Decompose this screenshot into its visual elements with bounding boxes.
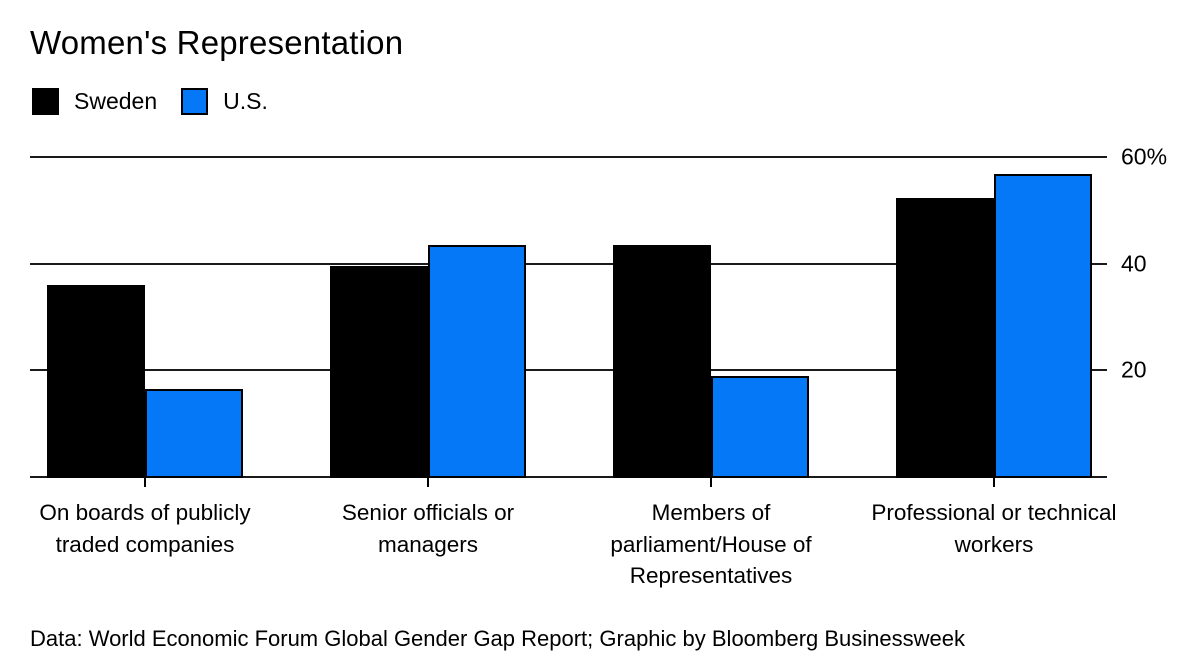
category-label-2: Senior officials or managers: [341, 500, 515, 557]
legend-swatch-sweden: [32, 88, 59, 115]
bar-sweden-group3: [613, 245, 711, 478]
y-tick-label-60: 60%: [1121, 143, 1168, 170]
bar-us-group2: [428, 245, 526, 478]
bar-us-group3: [711, 375, 809, 478]
category-label-1: On boards of publicly traded companies: [39, 500, 251, 557]
chart-title: Women's Representation: [30, 24, 404, 61]
y-tick-label-40: 40: [1121, 250, 1147, 277]
category-label-4: Professional or technical workers: [871, 500, 1117, 557]
legend: Sweden U.S.: [32, 88, 268, 115]
category-tick-4: [993, 478, 995, 487]
source-note: Data: World Economic Forum Global Gender…: [30, 626, 966, 651]
category-tick-1: [144, 478, 146, 487]
gridline-60: [30, 156, 1107, 158]
bar-us-group4: [994, 174, 1092, 478]
category-tick-3: [710, 478, 712, 487]
category-label-3: Members of parliament/House of Representat…: [610, 500, 812, 588]
y-tick-label-20: 20: [1121, 356, 1147, 383]
gridline-20: [30, 369, 1107, 372]
legend-label: Sweden: [74, 88, 158, 114]
bar-sweden-group1: [47, 285, 145, 478]
legend-swatch-us: [181, 88, 209, 115]
category-tick-2: [427, 478, 429, 487]
legend-item-sweden: Sweden: [32, 88, 157, 115]
bar-us-group1: [145, 389, 243, 478]
legend-label: U.S.: [223, 88, 268, 114]
bar-sweden-group4: [896, 198, 994, 478]
bar-sweden-group2: [330, 266, 428, 478]
gridline-40: [30, 262, 1107, 265]
legend-item-us: U.S.: [181, 88, 268, 115]
x-axis-baseline: [30, 476, 1107, 478]
